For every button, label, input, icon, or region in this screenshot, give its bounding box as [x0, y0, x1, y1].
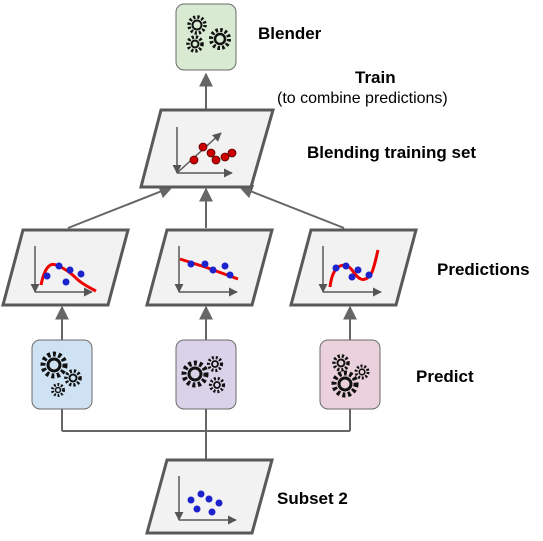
blue-point: [208, 508, 216, 516]
blue-point: [342, 262, 350, 270]
arrow-prediction-1-to-blending-set: [67, 185, 174, 229]
red-point: [211, 155, 221, 165]
blue-point: [209, 266, 217, 274]
prediction-panel-2: [145, 228, 274, 307]
gears-icon: [181, 355, 226, 394]
blue-point: [55, 262, 63, 270]
connectors: [55, 72, 357, 460]
blending-training-set-panel: [139, 108, 275, 189]
blue-point: [221, 262, 229, 270]
scatter-plot-icon: [172, 127, 237, 178]
blue-point: [348, 273, 356, 281]
prediction-3-parallelogram: [289, 228, 418, 307]
prediction-panel-3: [289, 228, 418, 307]
predict-label: Predict: [416, 367, 474, 386]
blue-point: [354, 266, 362, 274]
blue-point: [365, 271, 373, 279]
blue-point: [66, 266, 74, 274]
blue-point: [193, 505, 201, 513]
prediction-panel-1: [1, 228, 130, 307]
predictor-node-3: [319, 339, 381, 410]
subset-label: Subset 2: [277, 489, 348, 508]
train-label: Train: [355, 68, 396, 87]
blue-point: [187, 496, 195, 504]
train-note-label: (to combine predictions): [277, 90, 448, 107]
gears-icon: [186, 15, 231, 53]
blue-point: [205, 495, 213, 503]
predictor-node-2: [175, 339, 237, 410]
blue-point: [332, 264, 340, 272]
arrow-prediction-3-to-blending-set: [238, 185, 345, 229]
blue-point: [187, 260, 195, 268]
red-point: [206, 148, 216, 158]
prediction-1-parallelogram: [1, 228, 130, 307]
scatter-plot-icon: [174, 246, 239, 297]
predictor-1-box: [31, 339, 93, 410]
blue-point: [201, 260, 209, 268]
scatter-plot-icon: [174, 476, 237, 525]
subset-panel: [145, 458, 274, 535]
blue-point: [43, 272, 51, 280]
blender-node: [175, 3, 237, 71]
red-point: [189, 155, 199, 165]
blender-label: Blender: [258, 24, 322, 43]
blue-point: [197, 490, 205, 498]
gears-icon: [40, 351, 82, 397]
scatter-plot-icon: [30, 246, 97, 297]
predictions-label: Predictions: [437, 260, 530, 279]
scatter-plot-icon: [318, 246, 382, 297]
red-point: [227, 148, 237, 158]
blue-point: [215, 499, 223, 507]
blue-point: [226, 271, 234, 279]
predictor-node-1: [31, 339, 93, 410]
blue-point: [62, 278, 70, 286]
blue-point: [77, 270, 85, 278]
red-point: [198, 142, 208, 152]
blending-set-label: Blending training set: [307, 143, 477, 162]
gears-icon: [331, 354, 370, 398]
red-point: [220, 152, 230, 162]
